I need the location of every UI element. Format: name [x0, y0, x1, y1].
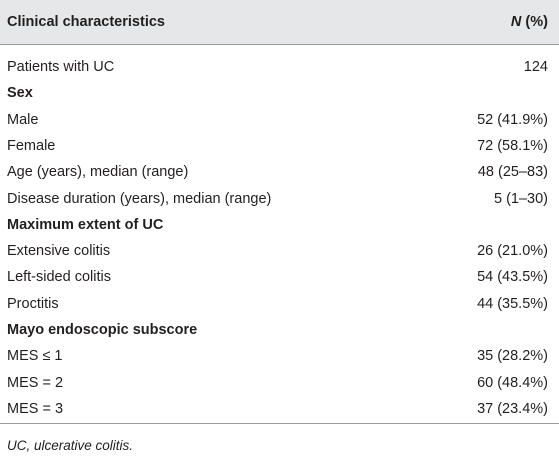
- row-value: 60 (48.4%): [477, 374, 548, 391]
- row-value: 26 (21.0%): [477, 243, 548, 260]
- row-value: 44 (35.5%): [477, 295, 548, 312]
- row-label: Female: [7, 137, 56, 154]
- section-label: Maximum extent of UC: [7, 216, 164, 233]
- row-value: 72 (58.1%): [477, 137, 548, 154]
- row-value: 54 (43.5%): [477, 269, 548, 286]
- row-value: 5 (1–30): [493, 190, 548, 207]
- row-label: MES = 2: [7, 374, 64, 391]
- header-row: Clinical characteristics N (%): [0, 0, 559, 45]
- row-label: MES ≤ 1: [7, 348, 63, 365]
- row-value: 37 (23.4%): [477, 400, 548, 417]
- row-label: Proctitis: [7, 295, 59, 312]
- header-cell: N (%): [510, 14, 548, 30]
- row-label: Age (years), median (range): [7, 164, 189, 181]
- section-label: Sex: [7, 85, 33, 102]
- row-label: Disease duration (years), median (range): [7, 190, 272, 207]
- row-label: Extensive colitis: [7, 243, 111, 260]
- row-value: 124: [523, 59, 548, 75]
- rule: [0, 423, 559, 424]
- footnote: UC, ulcerative colitis.: [7, 438, 134, 453]
- section-label: Mayo endoscopic subscore: [7, 322, 198, 338]
- row-value: 52 (41.9%): [477, 111, 548, 128]
- row-label: MES = 3: [7, 400, 64, 417]
- row-value: 35 (28.2%): [477, 348, 548, 365]
- header-cell: Clinical characteristics: [7, 14, 165, 30]
- row-label: Male: [7, 111, 39, 128]
- row-value: 48 (25–83): [477, 164, 548, 181]
- row-label: Patients with UC: [7, 59, 115, 75]
- row-label: Left-sided colitis: [7, 269, 111, 286]
